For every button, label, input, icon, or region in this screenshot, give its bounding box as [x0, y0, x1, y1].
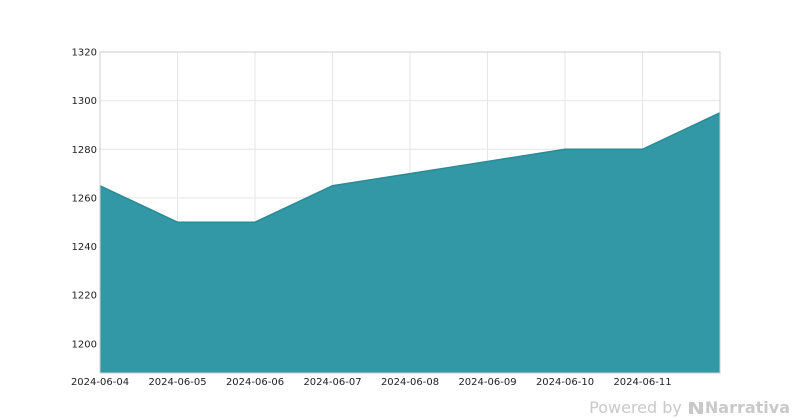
- y-axis-ticks: 1200 1220 1240 1260 1280 1300 1320: [72, 48, 97, 351]
- area-layer: [99, 112, 721, 373]
- watermark-brand: Narrativa: [688, 398, 790, 417]
- x-tick-label: 2024-06-09: [458, 377, 516, 388]
- x-tick-label: 2024-06-10: [536, 377, 594, 388]
- y-tick-label: 1220: [72, 291, 97, 302]
- y-tick-label: 1280: [72, 145, 97, 156]
- x-tick-label: 2024-06-06: [226, 377, 284, 388]
- x-tick-label: 2024-06-04: [71, 377, 129, 388]
- x-tick-label: 2024-06-08: [381, 377, 439, 388]
- y-tick-label: 1240: [72, 242, 97, 253]
- watermark-brand-text: Narrativa: [704, 398, 790, 417]
- narrativa-logo-icon: [688, 401, 703, 414]
- x-tick-label: 2024-06-07: [303, 377, 361, 388]
- x-tick-label: 2024-06-05: [148, 377, 206, 388]
- area-fill: [100, 112, 720, 373]
- series-line: [99, 112, 721, 223]
- watermark-prefix: Powered by: [589, 398, 682, 417]
- watermark: Powered by Narrativa: [589, 398, 790, 417]
- y-tick-label: 1320: [72, 48, 97, 59]
- x-tick-label: 2024-06-11: [613, 377, 671, 388]
- y-tick-label: 1260: [72, 193, 97, 204]
- plot-border: [99, 51, 721, 374]
- y-tick-label: 1200: [72, 339, 97, 350]
- y-tick-label: 1300: [72, 96, 97, 107]
- x-axis-ticks: 2024-06-04 2024-06-05 2024-06-06 2024-06-07…: [71, 377, 672, 388]
